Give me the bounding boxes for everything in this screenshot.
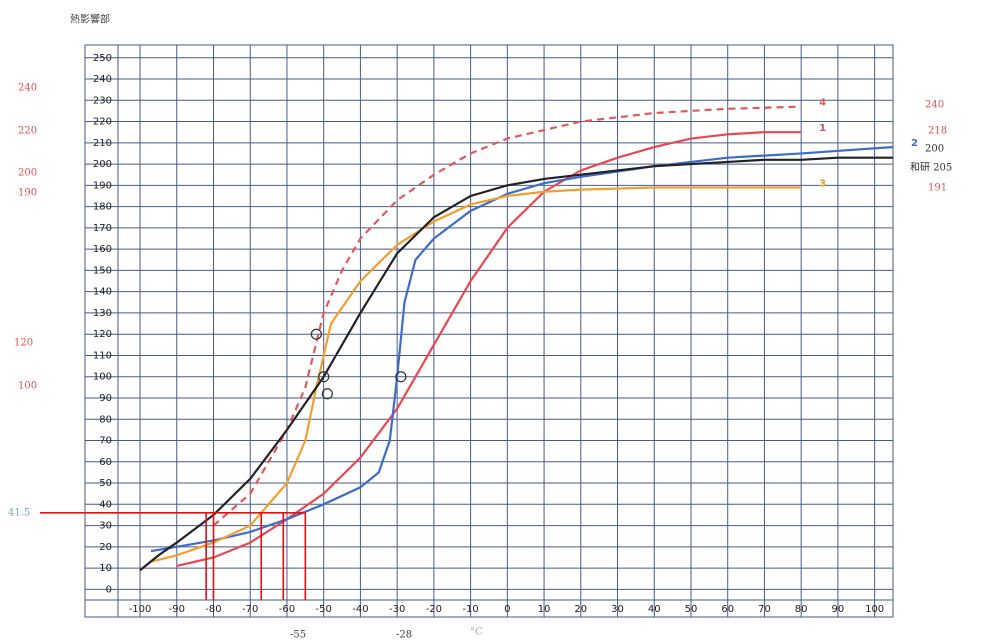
y-tick-label: 240 [93,74,112,85]
y-tick-label: 140 [93,287,112,298]
x-tick-label: -10 [462,604,478,615]
x-tick-label: 80 [795,604,808,615]
y-tick-label: 220 [93,117,112,128]
series-line [151,187,801,561]
y-tick-label: 230 [93,95,112,106]
y-tick-label: 170 [93,223,112,234]
bottom-note: -55 [290,630,306,641]
x-tick-label: 0 [504,604,510,615]
bottom-note: -28 [396,630,412,641]
left-note: 190 [18,188,37,199]
y-tick-label: 30 [99,521,112,532]
y-tick-label: 90 [99,393,112,404]
y-tick-label: 250 [93,53,112,64]
left-note: 120 [14,338,33,349]
right-note: 191 [928,183,947,194]
series-label: 1 [819,123,826,134]
y-tick-label: 190 [93,180,112,191]
y-tick-label: 40 [99,499,112,510]
x-tick-label: 20 [574,604,587,615]
series-label: 2 [911,138,918,149]
y-tick-label: 0 [106,584,112,595]
y-tick-label: 210 [93,138,112,149]
y-tick-label: 80 [99,414,112,425]
y-tick-label: 180 [93,202,112,213]
y-tick-label: 70 [99,436,112,447]
x-tick-label: 100 [865,604,884,615]
y-tick-label: 10 [99,563,112,574]
left-note: 240 [18,83,37,94]
series-label: 4 [819,98,826,109]
x-tick-label: -30 [389,604,405,615]
right-note: 200 [925,144,944,155]
left-note: 100 [18,381,37,392]
x-tick-label: 70 [758,604,771,615]
x-tick-label: -90 [169,604,185,615]
right-note: 218 [928,126,947,137]
y-tick-label: 150 [93,265,112,276]
x-tick-label: -100 [129,604,152,615]
series-line [151,147,893,551]
x-tick-label: 10 [538,604,551,615]
chart: 熱影響部 240 220 200 190 120 100 41.5 240 21… [0,0,1006,644]
x-tick-label: 40 [648,604,661,615]
y-tick-label: 120 [93,329,112,340]
x-tick-label: -50 [316,604,332,615]
y-tick-label: 130 [93,308,112,319]
right-note: 和研 205 [910,162,952,174]
x-tick-label: 60 [721,604,734,615]
right-note: 240 [925,100,944,111]
x-tick-label: 90 [832,604,845,615]
y-tick-label: 20 [99,542,112,553]
series-label: 3 [819,178,826,189]
x-tick-label: -60 [279,604,295,615]
y-tick-label: 200 [93,159,112,170]
y-tick-label: 60 [99,457,112,468]
bottom-note: °C [470,627,483,638]
y-tick-label: 100 [93,372,112,383]
left-note: 41.5 [8,508,30,519]
x-tick-label: -40 [352,604,368,615]
x-tick-label: -20 [426,604,442,615]
x-tick-label: -70 [242,604,258,615]
left-note: 200 [18,168,37,179]
left-note: 220 [18,126,37,137]
x-tick-label: 50 [685,604,698,615]
y-tick-label: 50 [99,478,112,489]
chart-title: 熱影響部 [70,13,110,26]
y-tick-label: 160 [93,244,112,255]
x-tick-label: 30 [611,604,624,615]
x-tick-label: -80 [205,604,221,615]
y-tick-label: 110 [93,350,112,361]
